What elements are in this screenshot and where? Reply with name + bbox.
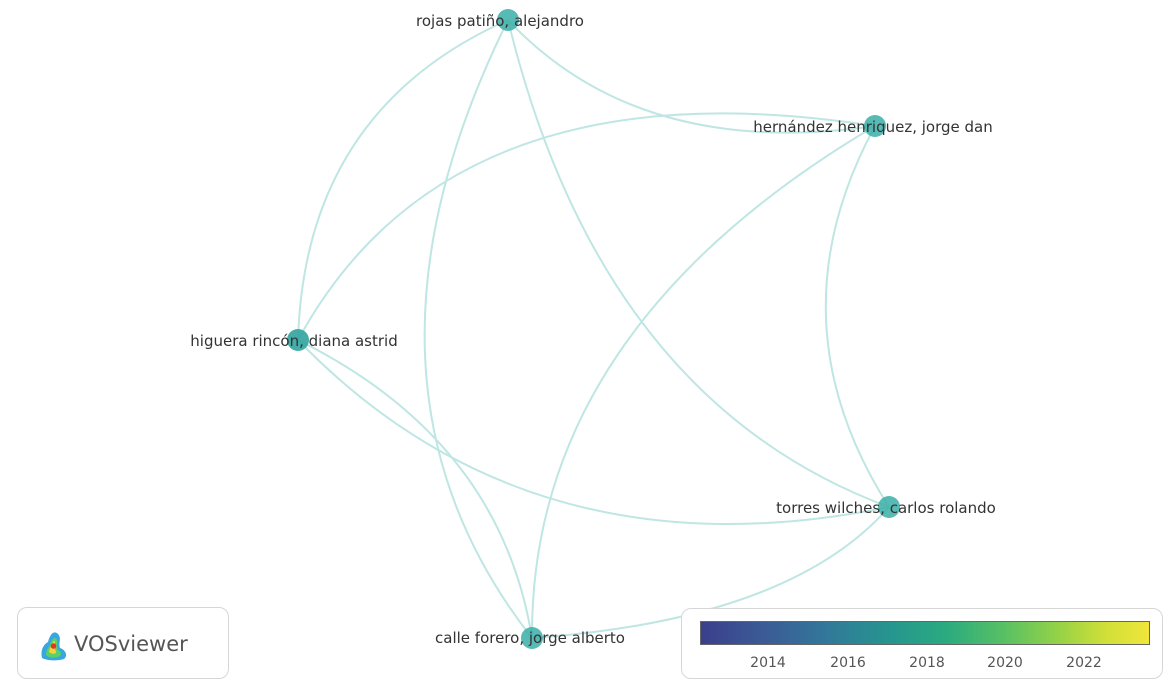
- node-label: rojas patiño, alejandro: [416, 12, 584, 30]
- node-label: higuera rincón, diana astrid: [190, 332, 397, 350]
- node-torres[interactable]: torres wilches, carlos rolando: [776, 496, 996, 518]
- node-calle[interactable]: calle forero, jorge alberto: [435, 627, 625, 649]
- node-label: hernández henriquez, jorge dan: [753, 118, 992, 136]
- node-circle[interactable]: [497, 9, 519, 31]
- vosviewer-logo-text: VOSviewer: [74, 632, 188, 656]
- edges-layer: [297, 19, 890, 639]
- legend-tick: 2018: [909, 655, 945, 671]
- edge-rojas-hernandez: [507, 19, 876, 134]
- vosviewer-logo-icon: [41, 632, 67, 661]
- edge-rojas-torres: [507, 19, 890, 508]
- edge-higuera-calle: [297, 339, 533, 639]
- legend-colorbar: [700, 621, 1150, 645]
- edge-hernandez-calle: [530, 125, 876, 639]
- legend-tick: 2016: [830, 655, 866, 671]
- node-rojas[interactable]: rojas patiño, alejandro: [416, 9, 584, 31]
- legend-tick: 2014: [750, 655, 786, 671]
- node-higuera[interactable]: higuera rincón, diana astrid: [190, 329, 398, 351]
- legend-tick: 2022: [1066, 655, 1102, 671]
- edge-hernandez-torres: [824, 125, 890, 508]
- legend-tick: 2020: [987, 655, 1023, 671]
- node-circle[interactable]: [287, 329, 309, 351]
- node-circle[interactable]: [521, 627, 543, 649]
- vosviewer-logo: VOSviewer: [17, 607, 229, 679]
- node-circle[interactable]: [864, 115, 886, 137]
- edge-torres-calle: [531, 506, 890, 639]
- node-circle[interactable]: [878, 496, 900, 518]
- edge-hernandez-higuera: [297, 112, 876, 341]
- color-legend: 2014 2016 2018 2020 2022: [681, 608, 1163, 679]
- nodes-layer: rojas patiño, alejandro hernández henriq…: [190, 9, 996, 649]
- edge-rojas-calle: [423, 19, 533, 639]
- node-label: torres wilches, carlos rolando: [776, 499, 996, 517]
- edge-rojas-higuera: [297, 19, 509, 341]
- node-hernandez[interactable]: hernández henriquez, jorge dan: [753, 115, 993, 137]
- node-label: calle forero, jorge alberto: [435, 629, 625, 647]
- edge-higuera-torres: [297, 339, 890, 526]
